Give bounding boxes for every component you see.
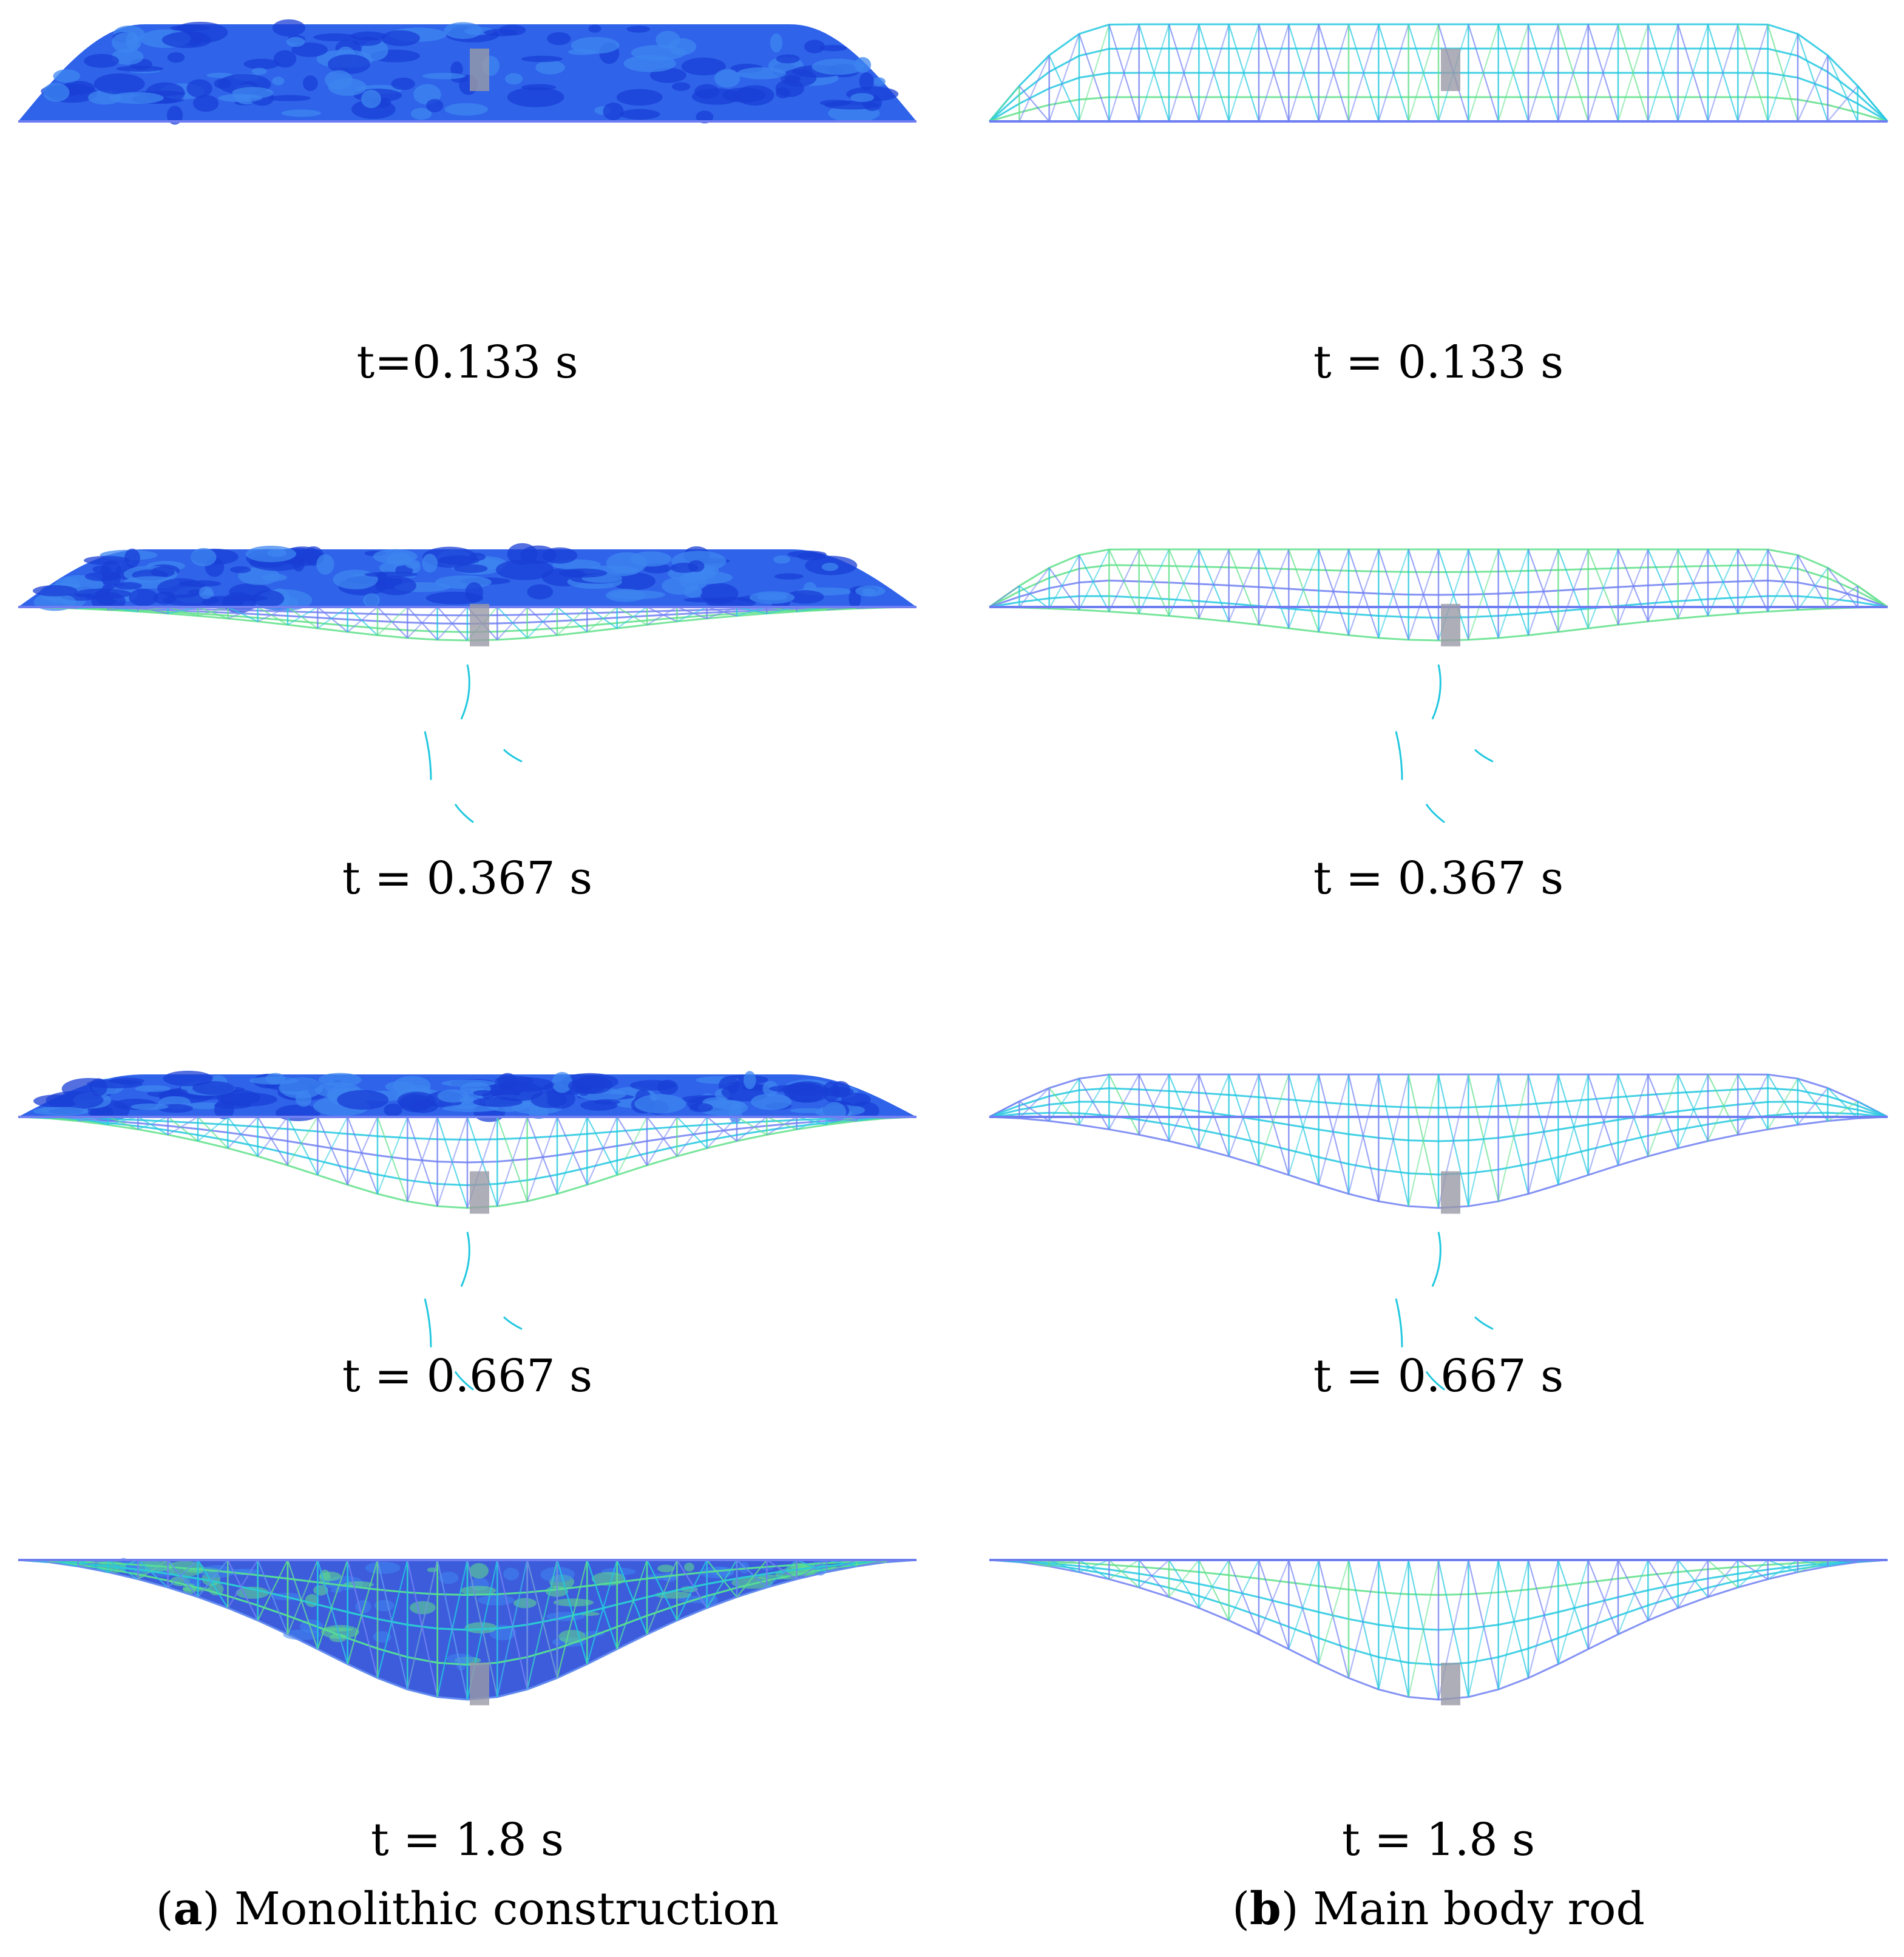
debris-fragments [424, 1232, 523, 1391]
shell-surface [18, 543, 916, 614]
impact-column [470, 603, 489, 646]
roof-model-b-3 [989, 1073, 1888, 1391]
roof-model-b-1 [988, 23, 1889, 123]
caption-b-text: Main body rod [1313, 1883, 1645, 1935]
impact-column [1441, 603, 1460, 646]
time-label-a-4: t = 1.8 s [371, 1814, 564, 1866]
caption-b: (b) Main body rod [1232, 1883, 1645, 1935]
impact-column [470, 49, 489, 91]
roof-model-a-4 [18, 1558, 917, 1706]
truss-wireframe [989, 1559, 1888, 1701]
impact-column [1441, 49, 1460, 91]
roof-model-a-2 [18, 543, 917, 824]
panel-a-frame-4 [12, 1542, 923, 1785]
impact-column [470, 1171, 489, 1214]
roof-model-b-2 [989, 548, 1888, 824]
truss-wireframe [18, 606, 917, 642]
roof-model-a-1 [18, 19, 916, 125]
panel-b-frame-4 [983, 1542, 1894, 1785]
truss-wireframe [989, 1073, 1888, 1209]
shell-surface [18, 1070, 916, 1124]
time-label-a-2: t = 0.367 s [342, 852, 593, 904]
truss-wireframe [989, 548, 1888, 642]
impact-column [470, 1663, 489, 1706]
panel-a-frame-2 [12, 522, 923, 886]
impact-column [1441, 1663, 1460, 1706]
debris-fragments [424, 664, 523, 824]
caption-a-text: Monolithic construction [234, 1883, 779, 1935]
time-label-b-2: t = 0.367 s [1313, 852, 1564, 904]
panel-a-frame-1 [12, 18, 923, 443]
time-label-a-3: t = 0.667 s [342, 1350, 593, 1402]
debris-fragments [1395, 1232, 1494, 1391]
panel-b-frame-1 [983, 18, 1894, 443]
truss-wireframe [18, 1116, 917, 1209]
impact-column [1441, 1171, 1460, 1214]
caption-b-letter: b [1250, 1883, 1281, 1935]
debris-fragments [1395, 664, 1494, 824]
shell-surface [18, 19, 916, 125]
time-label-b-1: t = 0.133 s [1313, 336, 1564, 388]
panel-b-frame-3 [983, 1032, 1894, 1396]
caption-a: (a) Monolithic construction [155, 1883, 779, 1935]
time-label-a-1: t=0.133 s [356, 336, 578, 388]
time-label-b-4: t = 1.8 s [1342, 1814, 1535, 1866]
panel-b-frame-2 [983, 522, 1894, 886]
caption-a-letter: a [173, 1883, 203, 1935]
roof-model-b-4 [989, 1559, 1888, 1706]
roof-model-a-3 [18, 1070, 917, 1391]
truss-wireframe [18, 1559, 917, 1701]
panel-a-frame-3 [12, 1032, 923, 1396]
truss-wireframe [988, 23, 1889, 123]
time-label-b-3: t = 0.667 s [1313, 1350, 1564, 1402]
